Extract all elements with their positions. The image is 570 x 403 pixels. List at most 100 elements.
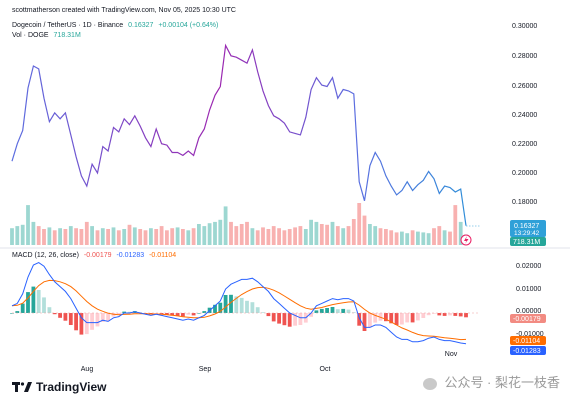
macd-histogram-bar xyxy=(394,313,399,325)
macd-histogram-bar xyxy=(159,313,164,315)
volume-bar xyxy=(132,227,137,245)
macd-histogram-bar xyxy=(341,308,346,313)
macd-tag-label: -0.01283 xyxy=(513,348,541,355)
watermark-icon xyxy=(422,377,437,390)
macd-histogram-bar xyxy=(42,297,46,313)
volume-bar xyxy=(149,228,153,245)
macd-histogram-bar xyxy=(416,313,420,321)
volume-bar xyxy=(170,228,175,245)
volume-bar xyxy=(282,230,287,245)
macd-histogram-bar xyxy=(319,308,324,313)
volume-bar xyxy=(26,205,30,245)
volume-value: 718.31M xyxy=(53,32,81,39)
macd-histogram-bar xyxy=(63,313,68,321)
macd-histogram-bar xyxy=(346,309,351,313)
volume-bar xyxy=(293,227,297,245)
macd-histogram-bar xyxy=(432,313,436,314)
time-label-oct: Oct xyxy=(320,366,331,373)
volume-bar xyxy=(458,221,463,245)
macd-axis[interactable]: 0.02000 0.01000 0.00000 -0.01000 xyxy=(516,263,544,338)
macd-histogram-bar xyxy=(90,313,94,330)
tradingview-logo[interactable]: TradingView xyxy=(12,380,106,394)
symbol-line: Dogecoin / TetherUS · 1D · Binance 0.163… xyxy=(12,21,221,30)
volume-bar xyxy=(207,223,212,245)
volume-bars xyxy=(10,203,468,245)
volume-bar xyxy=(250,228,255,245)
macd-line-value: -0.01283 xyxy=(116,252,145,259)
tradingview-logo-icon xyxy=(12,382,32,392)
price-tick: 0.18000 xyxy=(512,199,537,206)
macd-histogram-bar xyxy=(330,307,335,313)
attribution-line: scottmatherson created with TradingView.… xyxy=(12,6,239,15)
volume-bar xyxy=(400,231,404,245)
volume-bar xyxy=(165,230,169,245)
macd-tick: 0.00000 xyxy=(516,308,541,315)
volume-bar xyxy=(362,215,367,245)
macd-histogram-bar xyxy=(68,313,73,325)
volume-bar xyxy=(181,229,185,245)
watermark-text: 公众号 · 梨花一枝香 xyxy=(444,375,560,390)
volume-bar xyxy=(303,229,308,245)
hist-tag-bg xyxy=(510,314,546,323)
volume-bar xyxy=(351,219,356,245)
macd-histogram-bar xyxy=(181,313,185,317)
volume-bar xyxy=(410,230,415,245)
volume-bar xyxy=(325,224,329,245)
volume-bar xyxy=(394,232,399,245)
volume-bar xyxy=(309,219,313,245)
price-tick: 0.24000 xyxy=(512,112,537,119)
signal-tag-bg xyxy=(510,336,546,345)
macd-histogram-bar xyxy=(362,313,367,331)
volume-legend: Vol · DOGE 718.31M xyxy=(12,31,84,40)
time-label-aug: Aug xyxy=(81,366,94,373)
price-tick: 0.20000 xyxy=(512,170,537,177)
lightning-icon[interactable] xyxy=(460,234,472,246)
macd-histogram-bar xyxy=(234,296,239,313)
macd-histogram-bar xyxy=(95,313,100,327)
volume-bar xyxy=(245,221,249,245)
macd-histogram-bar xyxy=(357,313,362,326)
signal-tag-label: -0.01104 xyxy=(513,338,540,345)
macd-histogram-bar xyxy=(325,308,329,313)
volume-bar xyxy=(138,229,143,245)
macd-histogram-bar xyxy=(116,313,121,315)
macd-histogram-bar xyxy=(261,312,265,313)
price-tick: 0.28000 xyxy=(512,53,537,60)
volume-bar xyxy=(453,205,458,245)
macd-histogram-bar xyxy=(442,313,447,316)
volume-bar xyxy=(341,228,346,245)
volume-bar xyxy=(319,224,324,245)
volume-bar xyxy=(229,221,233,245)
volume-bar xyxy=(266,229,271,245)
macd-signal-value: -0.01104 xyxy=(149,252,177,259)
volume-bar xyxy=(255,230,260,245)
volume-bar xyxy=(223,206,228,245)
price-tick: 0.30000 xyxy=(512,23,537,30)
macd-value-tags: -0.00179 -0.01104 -0.01283 xyxy=(510,314,546,355)
macd-histogram-bar xyxy=(309,313,313,317)
time-axis[interactable]: Aug Sep Oct Nov xyxy=(81,351,458,373)
macd-histogram-bar xyxy=(170,313,175,316)
volume-bar xyxy=(346,226,351,245)
volume-bar xyxy=(432,228,436,245)
macd-histogram-bar xyxy=(36,290,41,313)
volume-bar xyxy=(298,226,303,245)
macd-histogram-bar xyxy=(127,311,132,313)
macd-title[interactable]: MACD (12, 26, close) xyxy=(12,252,79,259)
volume-bar xyxy=(100,228,105,245)
macd-histogram-bar xyxy=(250,302,255,313)
macd-tag-bg xyxy=(510,346,546,355)
volume-bar xyxy=(426,233,431,245)
macd-histogram-bar xyxy=(197,313,201,314)
price-axis[interactable]: 0.30000 0.28000 0.26000 0.24000 0.22000 … xyxy=(512,23,537,206)
volume-bar xyxy=(106,229,110,245)
macd-histogram-bar xyxy=(453,313,458,316)
volume-bar xyxy=(416,231,420,245)
macd-histogram-bar xyxy=(31,286,36,313)
symbol-title[interactable]: Dogecoin / TetherUS · 1D · Binance xyxy=(12,22,124,29)
macd-histogram-bar xyxy=(405,313,410,323)
macd-histogram-bar xyxy=(266,313,271,317)
macd-histogram-bar xyxy=(335,309,340,313)
wechat-watermark: 公众号 · 梨花一枝香 xyxy=(422,372,560,391)
